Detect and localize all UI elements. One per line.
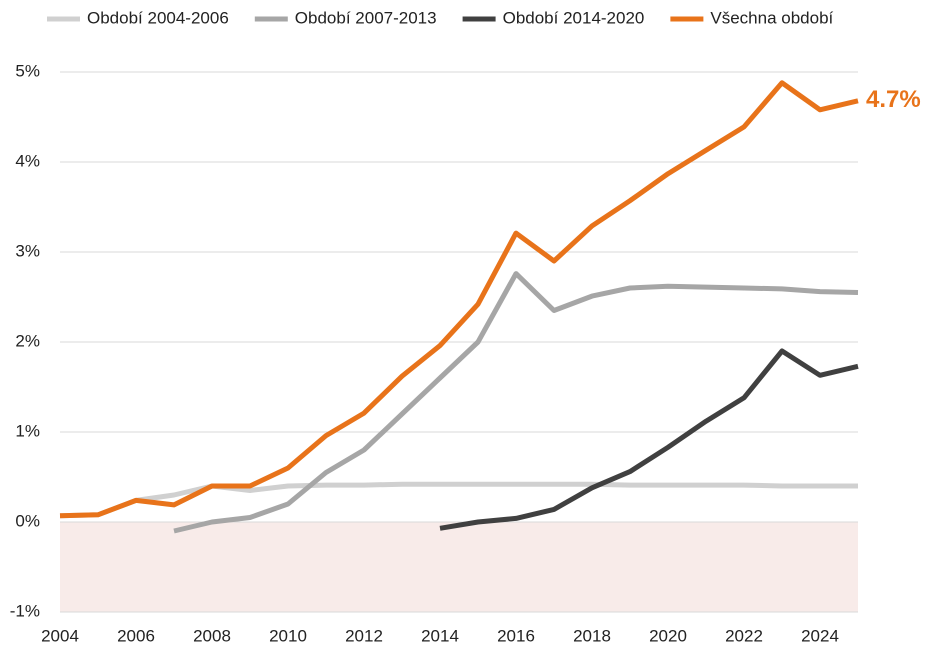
- series-line: [439, 348, 859, 531]
- y-tick-label: 5%: [15, 61, 40, 80]
- legend-label: Období 2007-2013: [295, 8, 437, 27]
- series-line: [173, 271, 859, 534]
- y-tick-label: 1%: [15, 421, 40, 440]
- y-tick-label: -1%: [10, 601, 40, 620]
- x-tick-label: 2004: [41, 626, 79, 645]
- y-tick-label: 3%: [15, 241, 40, 260]
- x-tick-label: 2016: [497, 626, 535, 645]
- x-tick-label: 2008: [193, 626, 231, 645]
- x-tick-label: 2006: [117, 626, 155, 645]
- x-tick-label: 2018: [573, 626, 611, 645]
- y-tick-label: 2%: [15, 331, 40, 350]
- x-tick-label: 2012: [345, 626, 383, 645]
- value-label: 4.7%: [866, 86, 921, 113]
- x-tick-label: 2014: [421, 626, 459, 645]
- legend-label: Období 2004-2006: [87, 8, 229, 27]
- x-tick-label: 2024: [801, 626, 839, 645]
- series-line: [59, 481, 858, 519]
- series-line: [59, 80, 859, 519]
- y-tick-label: 0%: [15, 511, 40, 530]
- x-tick-label: 2010: [269, 626, 307, 645]
- y-tick-label: 4%: [15, 151, 40, 170]
- x-tick-label: 2020: [649, 626, 687, 645]
- x-tick-label: 2022: [725, 626, 763, 645]
- legend-label: Všechna období: [710, 8, 833, 27]
- legend-label: Období 2014-2020: [503, 8, 645, 27]
- negative-area: [60, 522, 858, 612]
